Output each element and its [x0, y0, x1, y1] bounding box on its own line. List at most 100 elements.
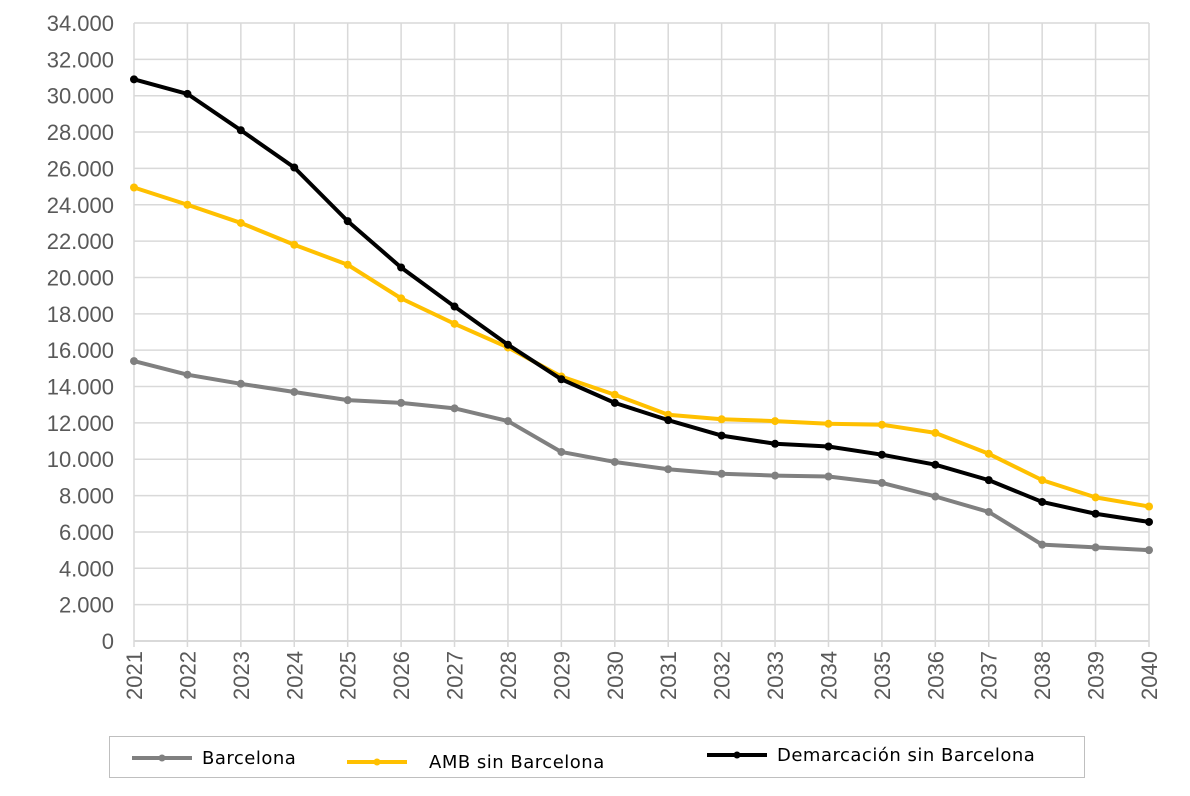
data-point-demarcacion-sin-barcelona	[610, 398, 619, 407]
x-tick-label: 2021	[122, 651, 147, 700]
y-tick-label: 16.000	[47, 338, 114, 363]
x-tick-label: 2027	[443, 651, 468, 700]
data-point-demarcacion-sin-barcelona	[503, 340, 512, 349]
data-point-demarcacion-sin-barcelona	[717, 431, 726, 440]
data-point-barcelona	[610, 457, 619, 466]
x-tick-label: 2028	[496, 651, 521, 700]
x-tick-label: 2033	[763, 651, 788, 700]
y-tick-label: 18.000	[47, 302, 114, 327]
y-tick-label: 20.000	[47, 265, 114, 290]
data-point-demarcacion-sin-barcelona	[397, 263, 406, 272]
y-tick-label: 10.000	[47, 447, 114, 472]
data-point-amb-sin-barcelona	[877, 420, 886, 429]
y-tick-label: 32.000	[47, 47, 114, 72]
y-tick-label: 26.000	[47, 156, 114, 181]
x-tick-label: 2031	[656, 651, 681, 700]
series-line-barcelona	[133, 359, 1150, 553]
series-lines	[130, 75, 1153, 555]
x-tick-label: 2030	[603, 651, 628, 700]
legend-item-barcelona[interactable]: Barcelona	[132, 746, 296, 770]
data-point-barcelona	[664, 465, 673, 474]
x-tick-label: 2026	[389, 651, 414, 700]
series-demarcacion-sin-barcelona	[130, 75, 1153, 526]
x-tick-label: 2032	[710, 651, 735, 700]
data-point-amb-sin-barcelona	[236, 218, 245, 227]
data-point-amb-sin-barcelona	[1038, 476, 1047, 485]
y-tick-label: 30.000	[47, 84, 114, 109]
x-tick-label: 2024	[282, 651, 307, 700]
y-tick-label: 24.000	[47, 193, 114, 218]
x-tick-label: 2039	[1084, 651, 1109, 700]
gridlines	[133, 22, 1150, 641]
y-tick-label: 0	[102, 629, 114, 654]
data-point-demarcacion-sin-barcelona	[824, 442, 833, 451]
y-tick-label: 14.000	[47, 375, 114, 400]
data-point-amb-sin-barcelona	[397, 294, 406, 303]
data-point-amb-sin-barcelona	[450, 319, 459, 328]
data-point-demarcacion-sin-barcelona	[664, 416, 673, 425]
data-point-demarcacion-sin-barcelona	[1145, 517, 1153, 526]
line-chart: 0 2.000 4.000 6.000 8.000 10.000 12.000 14.000 1…	[47, 11, 1162, 700]
data-point-barcelona	[824, 472, 833, 481]
data-point-demarcacion-sin-barcelona	[343, 217, 352, 226]
legend-swatch-demarcacion-sin-barcelona	[707, 751, 767, 759]
x-tick-label: 2037	[977, 651, 1002, 700]
data-point-barcelona	[1145, 546, 1153, 555]
data-point-demarcacion-sin-barcelona	[130, 75, 138, 84]
data-point-barcelona	[236, 379, 245, 388]
data-point-barcelona	[343, 396, 352, 405]
data-point-amb-sin-barcelona	[343, 260, 352, 269]
legend-item-demarcacion-sin-barcelona[interactable]: Demarcación sin Barcelona	[707, 743, 1035, 767]
series-barcelona	[130, 357, 1153, 555]
series-amb-sin-barcelona	[130, 183, 1153, 511]
data-point-barcelona	[557, 447, 566, 456]
data-point-demarcacion-sin-barcelona	[450, 302, 459, 311]
data-point-barcelona	[771, 471, 780, 480]
data-point-demarcacion-sin-barcelona	[877, 450, 886, 459]
legend-item-amb-sin-barcelona[interactable]: AMB sin Barcelona	[347, 750, 605, 774]
data-point-barcelona	[877, 478, 886, 487]
y-tick-label: 12.000	[47, 411, 114, 436]
x-axis-ticks: 2021 2022 2023 2024 2025 2026 2027 2028 2029 2030…	[122, 651, 1162, 700]
data-point-demarcacion-sin-barcelona	[557, 375, 566, 384]
data-point-amb-sin-barcelona	[183, 200, 192, 209]
legend-swatch-amb-sin-barcelona	[347, 758, 407, 766]
data-point-barcelona	[397, 398, 406, 407]
data-point-demarcacion-sin-barcelona	[290, 163, 299, 172]
x-tick-label: 2023	[229, 651, 254, 700]
data-point-barcelona	[931, 492, 940, 501]
data-point-amb-sin-barcelona	[931, 428, 940, 437]
data-point-demarcacion-sin-barcelona	[771, 439, 780, 448]
legend-marker-amb-sin-barcelona	[373, 758, 381, 766]
y-tick-label: 2.000	[59, 593, 114, 618]
data-point-amb-sin-barcelona	[130, 183, 138, 192]
data-point-barcelona	[130, 357, 138, 366]
data-point-amb-sin-barcelona	[610, 390, 619, 399]
axes	[133, 640, 1150, 647]
y-tick-label: 28.000	[47, 120, 114, 145]
x-tick-label: 2038	[1030, 651, 1055, 700]
data-point-barcelona	[290, 387, 299, 396]
data-point-demarcacion-sin-barcelona	[1091, 509, 1100, 518]
legend-label-amb-sin-barcelona: AMB sin Barcelona	[429, 751, 605, 773]
legend-marker-demarcacion-sin-barcelona	[733, 751, 741, 759]
data-point-barcelona	[183, 370, 192, 379]
y-tick-label: 4.000	[59, 556, 114, 581]
data-point-demarcacion-sin-barcelona	[931, 460, 940, 469]
data-point-amb-sin-barcelona	[1091, 493, 1100, 502]
legend-marker-barcelona	[158, 754, 166, 762]
legend-swatch-barcelona	[132, 754, 192, 762]
x-tick-label: 2040	[1137, 651, 1162, 700]
x-tick-label: 2034	[816, 651, 841, 700]
x-tick-label: 2029	[549, 651, 574, 700]
series-line-amb-sin-barcelona	[133, 185, 1150, 509]
data-point-demarcacion-sin-barcelona	[984, 476, 993, 485]
legend-label-demarcacion-sin-barcelona: Demarcación sin Barcelona	[777, 744, 1036, 766]
data-point-amb-sin-barcelona	[771, 417, 780, 426]
data-point-amb-sin-barcelona	[824, 419, 833, 428]
data-point-barcelona	[717, 469, 726, 478]
data-point-amb-sin-barcelona	[984, 449, 993, 458]
y-tick-label: 34.000	[47, 11, 114, 36]
legend: Barcelona AMB sin Barcelona Demarcación …	[109, 736, 1085, 778]
data-point-barcelona	[450, 404, 459, 413]
